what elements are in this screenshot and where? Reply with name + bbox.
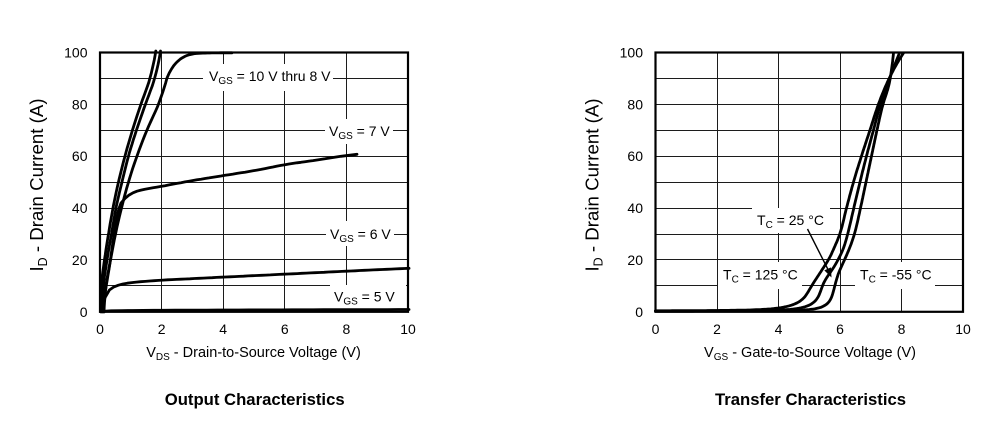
svg-text:100: 100 bbox=[620, 45, 644, 61]
svg-text:0: 0 bbox=[96, 321, 104, 337]
svg-text:2: 2 bbox=[713, 321, 721, 337]
svg-text:VGS = 10 V thru 8 V: VGS = 10 V thru 8 V bbox=[209, 68, 331, 87]
svg-text:TC = -55 °C: TC = -55 °C bbox=[860, 266, 932, 285]
svg-text:Output Characteristics: Output Characteristics bbox=[165, 390, 345, 409]
svg-text:0: 0 bbox=[80, 304, 88, 320]
svg-text:60: 60 bbox=[627, 148, 643, 164]
svg-text:40: 40 bbox=[627, 200, 643, 216]
svg-text:10: 10 bbox=[955, 321, 971, 337]
svg-text:VGS - Gate-to-Source Voltage (: VGS - Gate-to-Source Voltage (V) bbox=[704, 345, 916, 363]
svg-text:VDS - Drain-to-Source Voltage: VDS - Drain-to-Source Voltage (V) bbox=[146, 345, 361, 363]
svg-text:ID - Drain Current (A): ID - Drain Current (A) bbox=[26, 98, 50, 271]
svg-text:TC = 125 °C: TC = 125 °C bbox=[723, 266, 798, 285]
svg-text:VGS = 6 V: VGS = 6 V bbox=[330, 226, 391, 245]
svg-text:TC = 25 °C: TC = 25 °C bbox=[757, 212, 824, 231]
svg-text:Transfer Characteristics: Transfer Characteristics bbox=[715, 390, 906, 409]
svg-text:4: 4 bbox=[775, 321, 783, 337]
svg-text:40: 40 bbox=[72, 200, 88, 216]
svg-text:8: 8 bbox=[343, 321, 351, 337]
svg-text:4: 4 bbox=[219, 321, 227, 337]
svg-text:6: 6 bbox=[836, 321, 844, 337]
svg-text:100: 100 bbox=[64, 45, 88, 61]
svg-text:ID - Drain Current (A): ID - Drain Current (A) bbox=[582, 98, 606, 271]
svg-text:10: 10 bbox=[400, 321, 416, 337]
svg-text:8: 8 bbox=[898, 321, 906, 337]
svg-text:60: 60 bbox=[72, 148, 88, 164]
svg-text:2: 2 bbox=[158, 321, 166, 337]
svg-text:0: 0 bbox=[635, 304, 643, 320]
svg-text:20: 20 bbox=[627, 252, 643, 268]
svg-text:80: 80 bbox=[627, 96, 643, 112]
svg-text:6: 6 bbox=[281, 321, 289, 337]
svg-text:20: 20 bbox=[72, 252, 88, 268]
svg-text:0: 0 bbox=[652, 321, 660, 337]
svg-text:80: 80 bbox=[72, 96, 88, 112]
